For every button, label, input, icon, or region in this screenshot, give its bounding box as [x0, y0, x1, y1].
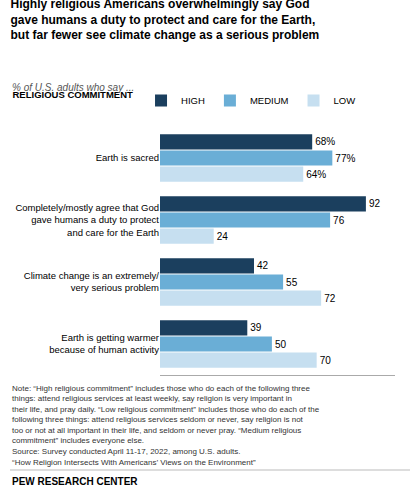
svg-text:RELIGIOUS COMMITMENT: RELIGIOUS COMMITMENT [13, 89, 134, 100]
svg-text:HIGH: HIGH [181, 95, 205, 106]
svg-text:Earth is sacred: Earth is sacred [96, 152, 159, 163]
svg-text:72: 72 [324, 293, 336, 304]
svg-text:Note: “High religious commitme: Note: “High religious commitment” includ… [12, 384, 320, 445]
svg-text:77%: 77% [335, 153, 355, 164]
svg-text:MEDIUM: MEDIUM [250, 95, 289, 106]
svg-text:% of U.S. adults who say ...: % of U.S. adults who say ... [12, 82, 134, 93]
svg-text:50: 50 [275, 339, 287, 350]
svg-text:Highly religious Americans ove: Highly religious Americans overwhelmingl… [11, 0, 320, 42]
svg-text:“How Religion Intersects With: “How Religion Intersects With Americans’… [12, 458, 256, 467]
svg-text:70: 70 [320, 355, 332, 366]
svg-text:42: 42 [257, 260, 269, 271]
svg-text:PEW RESEARCH CENTER: PEW RESEARCH CENTER [12, 476, 138, 487]
svg-text:68%: 68% [315, 136, 335, 147]
svg-text:55: 55 [286, 277, 298, 288]
svg-text:92: 92 [369, 198, 381, 209]
svg-text:LOW: LOW [334, 95, 356, 106]
svg-text:76: 76 [333, 215, 345, 226]
svg-text:64%: 64% [306, 169, 326, 180]
svg-text:24: 24 [217, 231, 229, 242]
svg-text:39: 39 [250, 322, 262, 333]
svg-text:Climate change is an extremely: Climate change is an extremely/very seri… [24, 270, 160, 293]
svg-text:Earth is getting warmerbecause: Earth is getting warmerbecause of human … [49, 332, 159, 355]
svg-text:Completely/mostly agree that G: Completely/mostly agree that Godgave hum… [15, 202, 159, 238]
svg-text:Source: Survey conducted April: Source: Survey conducted April 11-17, 20… [12, 447, 240, 456]
